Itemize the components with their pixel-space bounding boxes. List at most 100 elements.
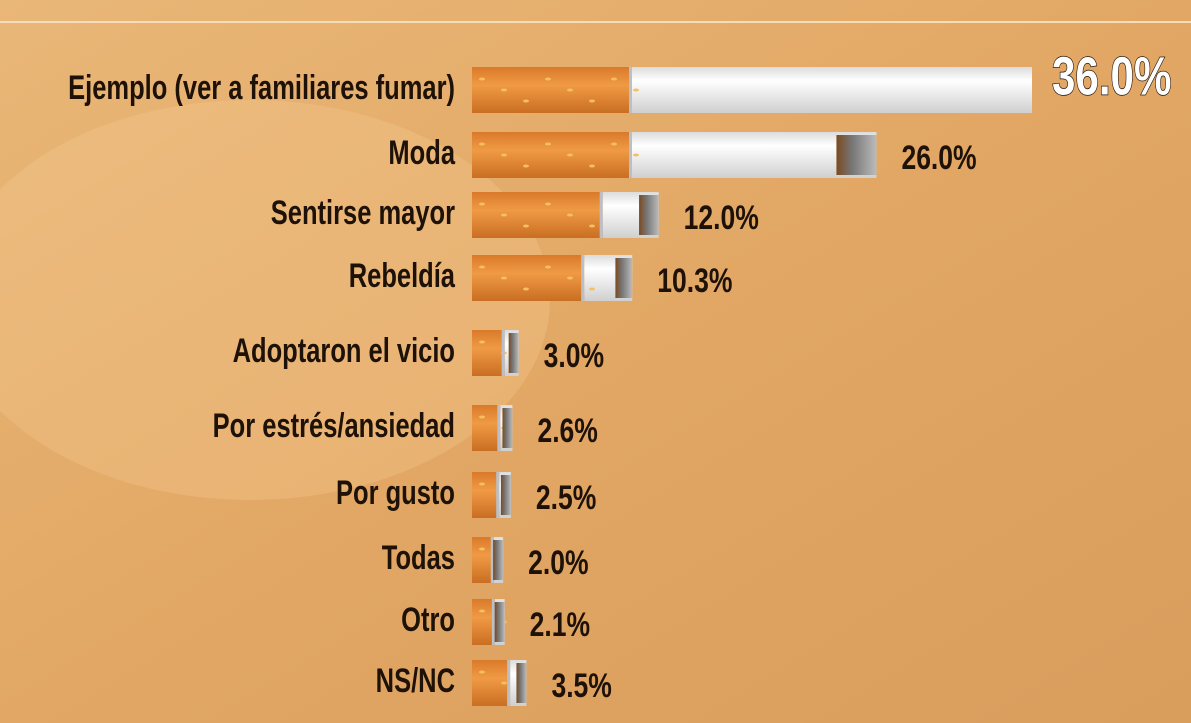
filter-speck (567, 88, 573, 92)
filter-speck (479, 340, 485, 344)
category-label: Adoptaron el vicio (233, 333, 455, 370)
category-label: Rebeldía (349, 258, 456, 295)
cigarette-filter (472, 255, 585, 301)
value-label: 12.0% (684, 199, 759, 237)
category-label: Todas (382, 540, 455, 577)
filter-speck (523, 164, 529, 168)
filter-speck (523, 287, 529, 291)
filter-speck (545, 265, 551, 269)
cigarette-ash (508, 333, 519, 373)
category-label: NS/NC (376, 663, 455, 700)
filter-band (501, 330, 505, 376)
cigarette-filter (472, 132, 632, 178)
value-label: 26.0% (901, 139, 976, 177)
value-label: 3.0% (544, 337, 604, 375)
value-label: 2.5% (536, 479, 596, 517)
filter-band (497, 405, 501, 451)
filter-speck (501, 213, 507, 217)
value-label-group: 2.0% (528, 544, 588, 582)
filter-band (490, 537, 494, 583)
filter-speck (611, 77, 617, 81)
cigarette-ash (494, 602, 505, 642)
cigarette-ash (516, 663, 527, 703)
cigarette-ash (502, 408, 513, 448)
category-label-group: Adoptaron el vicio (233, 333, 455, 370)
filter-speck (479, 609, 485, 613)
value-label-group: 3.0% (544, 337, 604, 375)
filter-speck (479, 265, 485, 269)
filter-speck (479, 415, 485, 419)
filter-speck (479, 77, 485, 81)
cigarette-ash (639, 195, 659, 235)
category-label: Sentirse mayor (271, 195, 455, 232)
value-label-group: 36.0% (1051, 46, 1172, 108)
filter-speck (589, 164, 595, 168)
cigarette-filter (472, 405, 501, 451)
category-label-group: Por estrés/ansiedad (213, 408, 455, 445)
filter-speck (501, 88, 507, 92)
filter-speck (501, 153, 507, 157)
cigarette-ash (493, 540, 504, 580)
value-label: 36.0% (1052, 46, 1171, 106)
value-label-group: 2.6% (537, 412, 597, 450)
filter-speck (501, 681, 507, 685)
filter-speck (633, 153, 639, 157)
cigarette-filter (472, 472, 500, 518)
filter-band (581, 255, 585, 301)
value-label-group: 2.1% (530, 606, 590, 644)
category-label: Ejemplo (ver a familiares fumar) (68, 70, 455, 107)
filter-speck (633, 88, 639, 92)
filter-speck (501, 276, 507, 280)
category-label-group: Rebeldía (349, 258, 456, 295)
value-label: 2.0% (528, 544, 588, 582)
category-label: Por estrés/ansiedad (213, 408, 455, 445)
filter-speck (545, 202, 551, 206)
cigarette-filter (472, 537, 494, 583)
category-label-group: NS/NC (376, 663, 455, 700)
filter-speck (589, 99, 595, 103)
value-label: 2.6% (537, 412, 597, 450)
cigarette-filter (472, 330, 505, 376)
filter-band (629, 132, 632, 178)
cigarette-ash (500, 475, 511, 515)
filter-band (491, 599, 495, 645)
filter-speck (545, 142, 551, 146)
value-label: 10.3% (657, 262, 732, 300)
filter-speck (589, 287, 595, 291)
value-label: 3.5% (551, 667, 611, 705)
filter-speck (479, 670, 485, 674)
value-label-group: 3.5% (551, 667, 611, 705)
filter-speck (479, 202, 485, 206)
category-label-group: Ejemplo (ver a familiares fumar) (68, 70, 455, 107)
value-label-group: 26.0% (901, 139, 976, 177)
cigarette-filter (472, 599, 495, 645)
filter-speck (567, 213, 573, 217)
cigarette-filter (472, 192, 603, 238)
value-label-group: 12.0% (684, 199, 759, 237)
category-label-group: Sentirse mayor (271, 195, 455, 232)
bars: Ejemplo (ver a familiares fumar) 36.0% Mod… (68, 46, 1172, 706)
category-label-group: Otro (401, 602, 455, 639)
category-label-group: Todas (382, 540, 455, 577)
cigarette-ash (615, 258, 633, 298)
filter-speck (479, 547, 485, 551)
filter-band (496, 472, 500, 518)
filter-band (507, 660, 511, 706)
value-label-group: 2.5% (536, 479, 596, 517)
filter-band (599, 192, 603, 238)
filter-speck (523, 99, 529, 103)
filter-speck (523, 224, 529, 228)
category-label: Por gusto (336, 475, 455, 512)
filter-speck (479, 142, 485, 146)
cigarette-ash (836, 135, 877, 175)
background-glow (0, 100, 550, 500)
value-label-group: 10.3% (657, 262, 732, 300)
category-label-group: Por gusto (336, 475, 455, 512)
filter-speck (545, 77, 551, 81)
filter-speck (611, 142, 617, 146)
filter-speck (589, 224, 595, 228)
category-label-group: Moda (388, 135, 455, 172)
category-label: Moda (388, 135, 455, 172)
